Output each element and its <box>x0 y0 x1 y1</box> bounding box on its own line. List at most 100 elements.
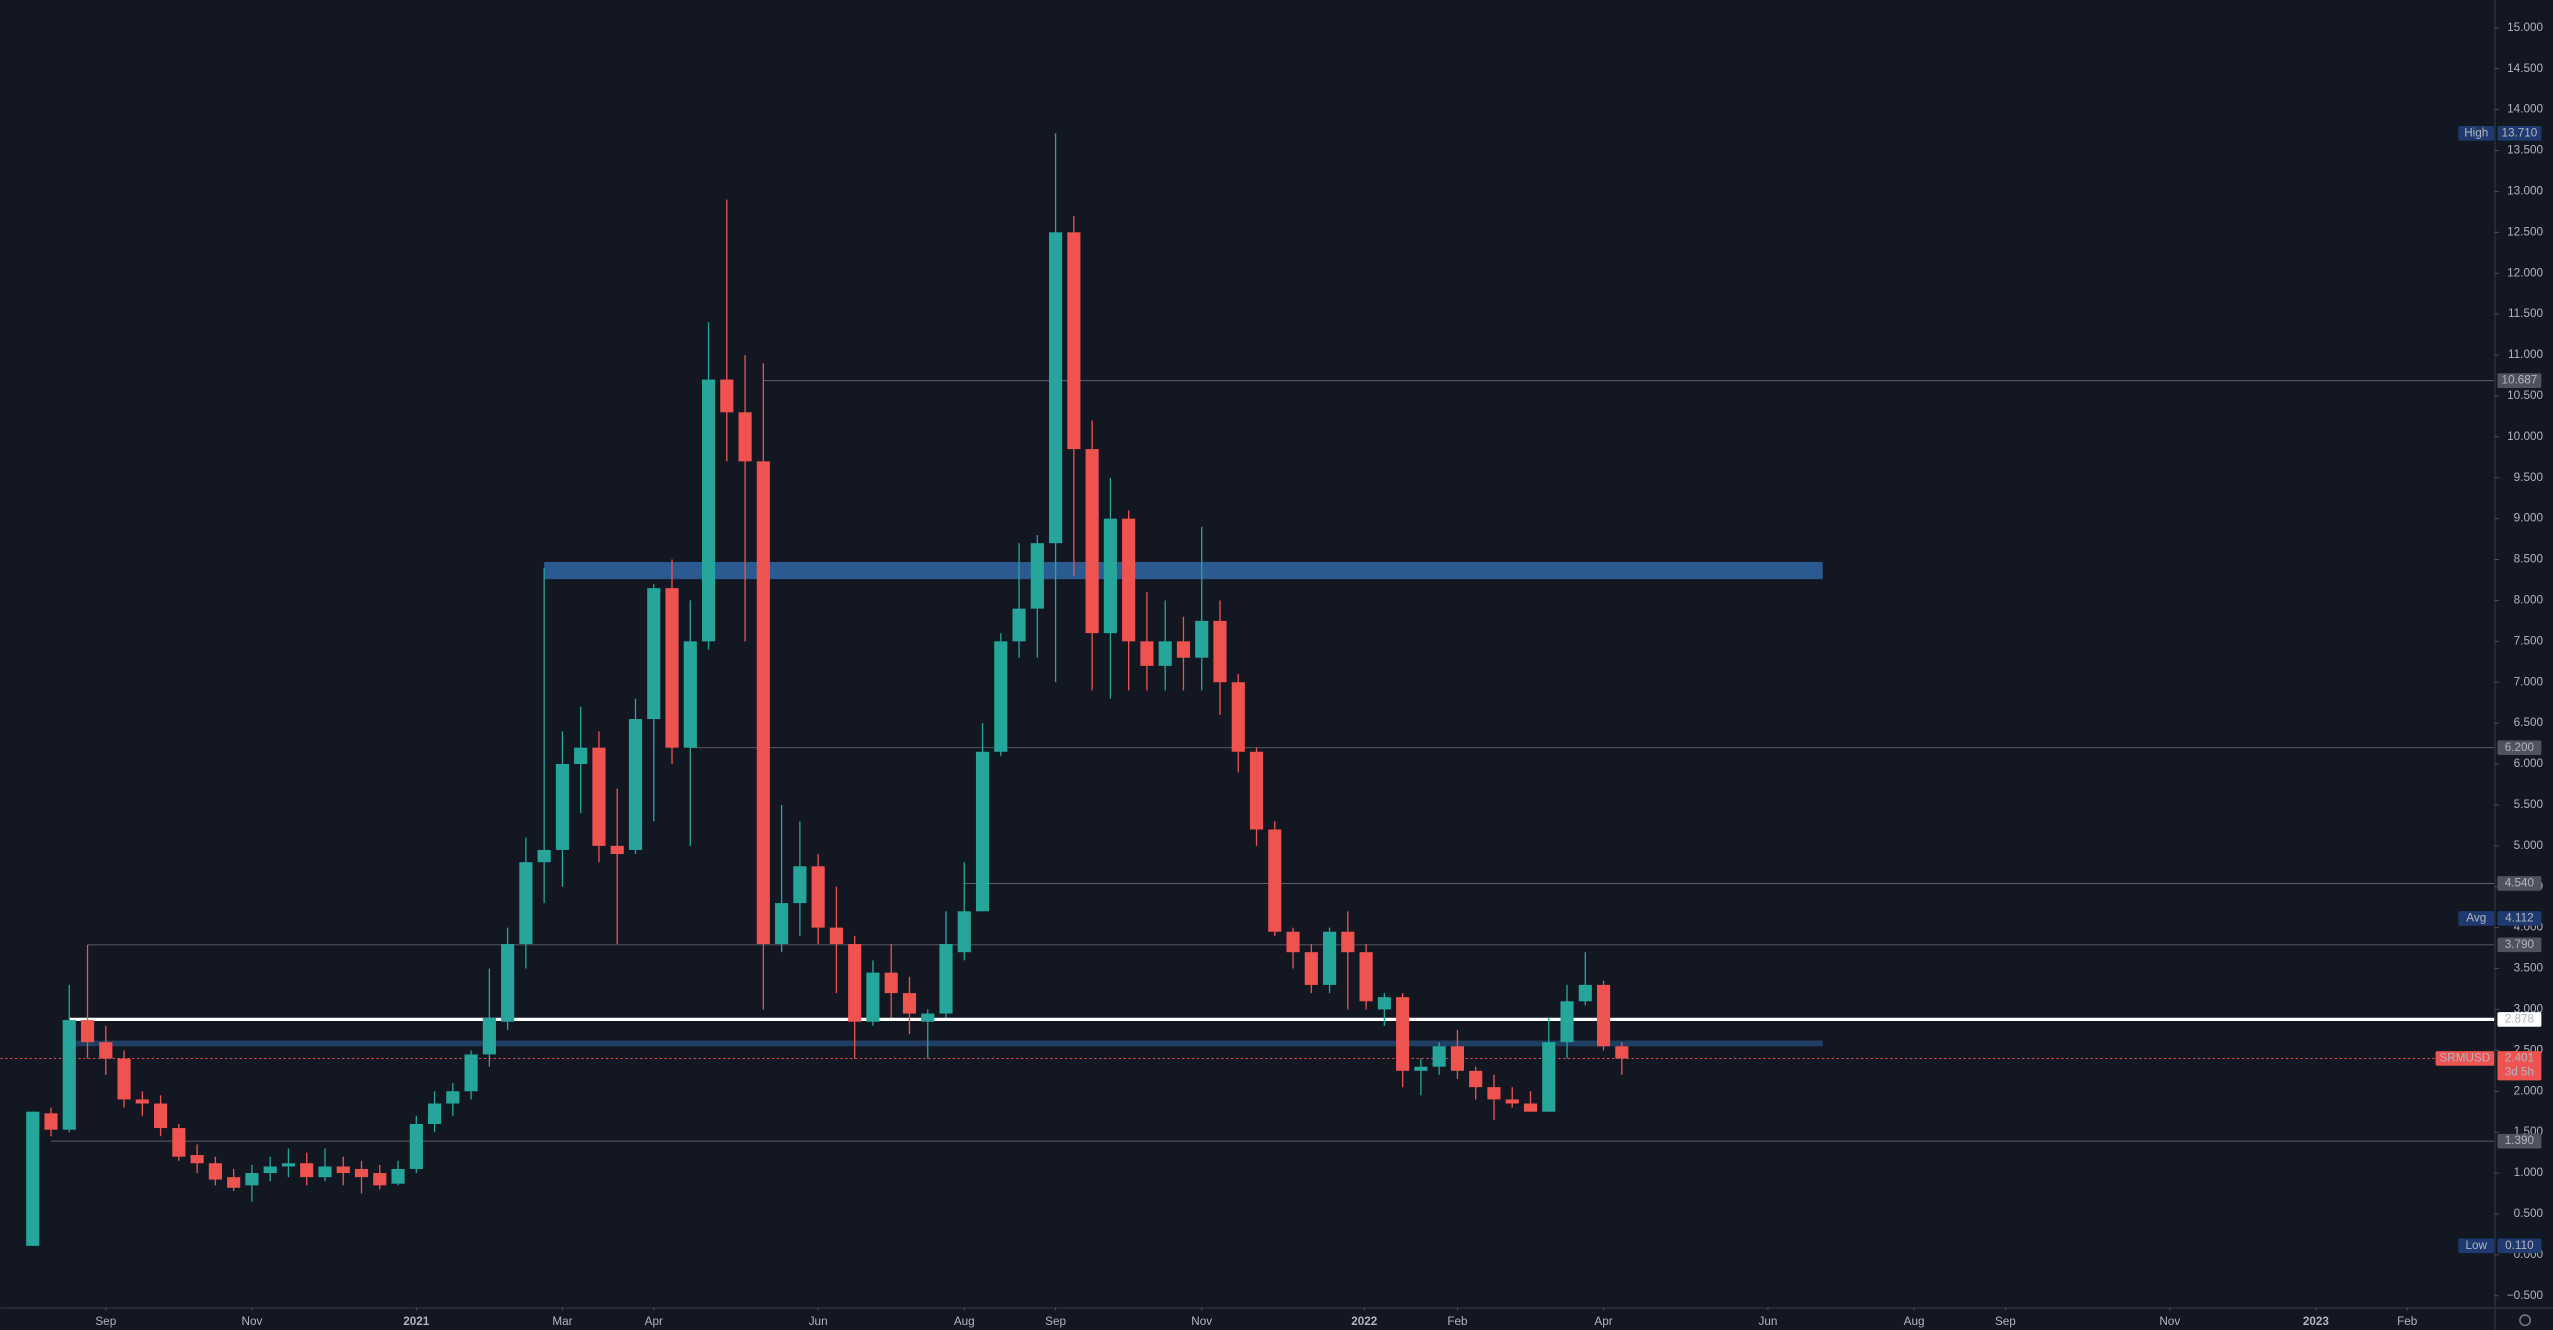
candle-body <box>1450 1046 1465 1071</box>
candle <box>1176 616 1191 691</box>
x-tick-label: Feb <box>1447 1315 1468 1328</box>
y-tick-label: 11.500 <box>2508 307 2543 320</box>
candle-body <box>775 903 789 945</box>
candle <box>1103 477 1117 699</box>
candle-body <box>756 461 770 945</box>
candle-body <box>373 1173 387 1186</box>
candle <box>62 984 76 1133</box>
candle-body <box>1231 682 1245 752</box>
candle-body <box>135 1099 149 1104</box>
candle-body <box>117 1058 131 1100</box>
candle-body <box>829 927 843 945</box>
candle <box>975 723 990 912</box>
candle <box>1049 133 1063 683</box>
candle-body <box>1268 829 1282 932</box>
candle-body <box>647 588 661 720</box>
x-tick-label: Apr <box>1594 1315 1612 1328</box>
settings-gear[interactable] <box>2519 1314 2532 1327</box>
candle-body <box>811 866 825 928</box>
candle-body <box>1049 232 1063 544</box>
y-tick-label: 5.500 <box>2514 798 2544 811</box>
x-tick-label: Jun <box>1758 1315 1777 1328</box>
x-tick-label: Sep <box>1995 1315 2016 1328</box>
price-badge-label: 4.112 <box>2505 912 2533 925</box>
candle-body <box>1596 984 1611 1047</box>
y-tick-label: 3.500 <box>2514 962 2544 975</box>
candle-body <box>1523 1103 1538 1112</box>
candle-body <box>336 1166 350 1174</box>
candle <box>610 788 624 945</box>
candle-body <box>975 751 990 912</box>
candle <box>263 1156 277 1182</box>
candle <box>281 1148 296 1178</box>
candle <box>1322 927 1337 994</box>
price-badge <box>2497 911 2542 926</box>
candle-body <box>44 1113 58 1130</box>
candle <box>1304 944 1318 994</box>
candle <box>1487 1074 1501 1120</box>
candle-body <box>1505 1099 1519 1104</box>
candle-body <box>1578 984 1592 1002</box>
candle <box>172 1123 186 1161</box>
y-tick-label: 10.000 <box>2507 430 2543 443</box>
candle <box>775 804 789 953</box>
candle-body <box>391 1168 405 1184</box>
candle <box>154 1095 168 1137</box>
price-axis: −0.5000.0000.5001.0001.5002.0002.5003.00… <box>2435 21 2544 1302</box>
candle-body <box>99 1042 113 1059</box>
x-tick-label: Sep <box>1045 1315 1066 1328</box>
candle <box>501 927 515 1030</box>
candle <box>647 584 661 822</box>
candle-body <box>1341 931 1355 953</box>
x-tick-label: Nov <box>2159 1315 2180 1328</box>
price-badge <box>2497 937 2542 953</box>
candle <box>208 1156 222 1186</box>
y-tick-label: 6.500 <box>2514 716 2544 729</box>
candle <box>902 976 917 1034</box>
candle-body <box>866 972 880 1022</box>
candle-body <box>354 1168 369 1178</box>
candle-body <box>1103 518 1117 634</box>
candle-body <box>1249 751 1264 830</box>
x-tick-label: 2022 <box>1351 1315 1378 1328</box>
candle-body <box>80 1020 95 1043</box>
candle-body <box>1122 518 1136 642</box>
y-tick-label: 6.000 <box>2514 757 2544 770</box>
candle <box>1523 1091 1538 1112</box>
candle <box>683 600 697 846</box>
candle-body <box>701 379 716 642</box>
marker-name: High <box>2464 126 2488 139</box>
y-tick-label: 13.500 <box>2507 144 2543 157</box>
symbol-label: SRMUSD <box>2439 1052 2490 1065</box>
candle <box>628 698 643 855</box>
y-tick-label: 12.500 <box>2507 225 2543 238</box>
candle-body <box>665 588 679 748</box>
x-tick-label: 2021 <box>403 1315 430 1328</box>
y-tick-label: 12.000 <box>2507 266 2543 279</box>
x-tick-label: Nov <box>241 1315 262 1328</box>
candle <box>1450 1029 1465 1079</box>
x-tick-label: Aug <box>954 1315 975 1328</box>
candle <box>1286 927 1300 969</box>
candle-body <box>263 1166 277 1174</box>
candle-body <box>683 641 697 748</box>
price-badge <box>2497 876 2542 891</box>
candle <box>1578 952 1592 1006</box>
candle <box>427 1091 442 1133</box>
candle-body <box>555 764 570 850</box>
candle-body <box>1176 641 1191 658</box>
candle <box>1359 944 1373 1010</box>
candle <box>1085 420 1099 691</box>
candle <box>1596 980 1611 1051</box>
x-tick-label: Sep <box>95 1315 116 1328</box>
candle <box>44 1107 58 1137</box>
candle-body <box>1304 952 1318 985</box>
candle <box>829 886 843 994</box>
candle <box>26 1111 40 1246</box>
candle <box>756 363 770 1010</box>
candle <box>117 1050 131 1108</box>
settings-icon[interactable] <box>2519 1314 2532 1327</box>
